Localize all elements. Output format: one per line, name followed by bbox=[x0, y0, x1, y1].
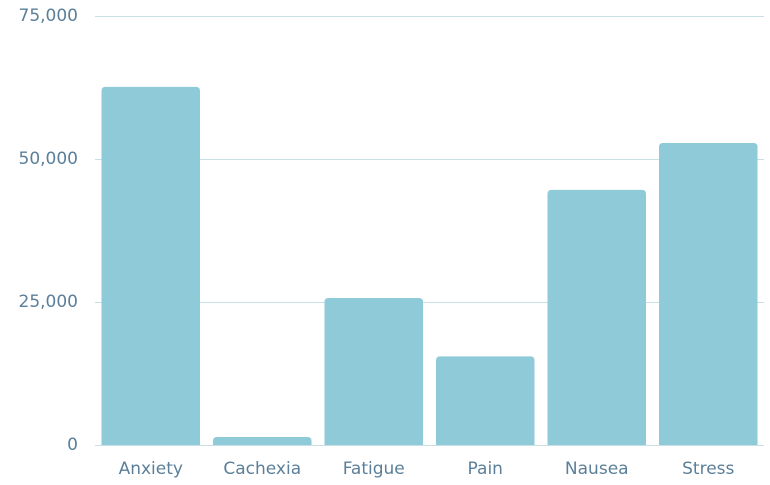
x-tick-label: Stress bbox=[682, 459, 734, 479]
y-tick-label: 50,000 bbox=[19, 149, 78, 169]
x-tick-label: Fatigue bbox=[343, 459, 405, 479]
x-tick-label: Cachexia bbox=[223, 459, 301, 479]
bar bbox=[213, 436, 312, 445]
y-tick-label: 25,000 bbox=[19, 292, 78, 312]
x-tick-label: Anxiety bbox=[119, 459, 183, 479]
bar bbox=[324, 297, 423, 445]
y-tick-label: 75,000 bbox=[19, 6, 78, 26]
y-tick-label: 0 bbox=[67, 435, 78, 455]
x-tick-label: Pain bbox=[468, 459, 503, 479]
bar bbox=[436, 356, 535, 445]
x-tick-label: Nausea bbox=[565, 459, 629, 479]
bar bbox=[659, 142, 758, 445]
bar bbox=[101, 86, 200, 445]
bar bbox=[547, 189, 646, 445]
